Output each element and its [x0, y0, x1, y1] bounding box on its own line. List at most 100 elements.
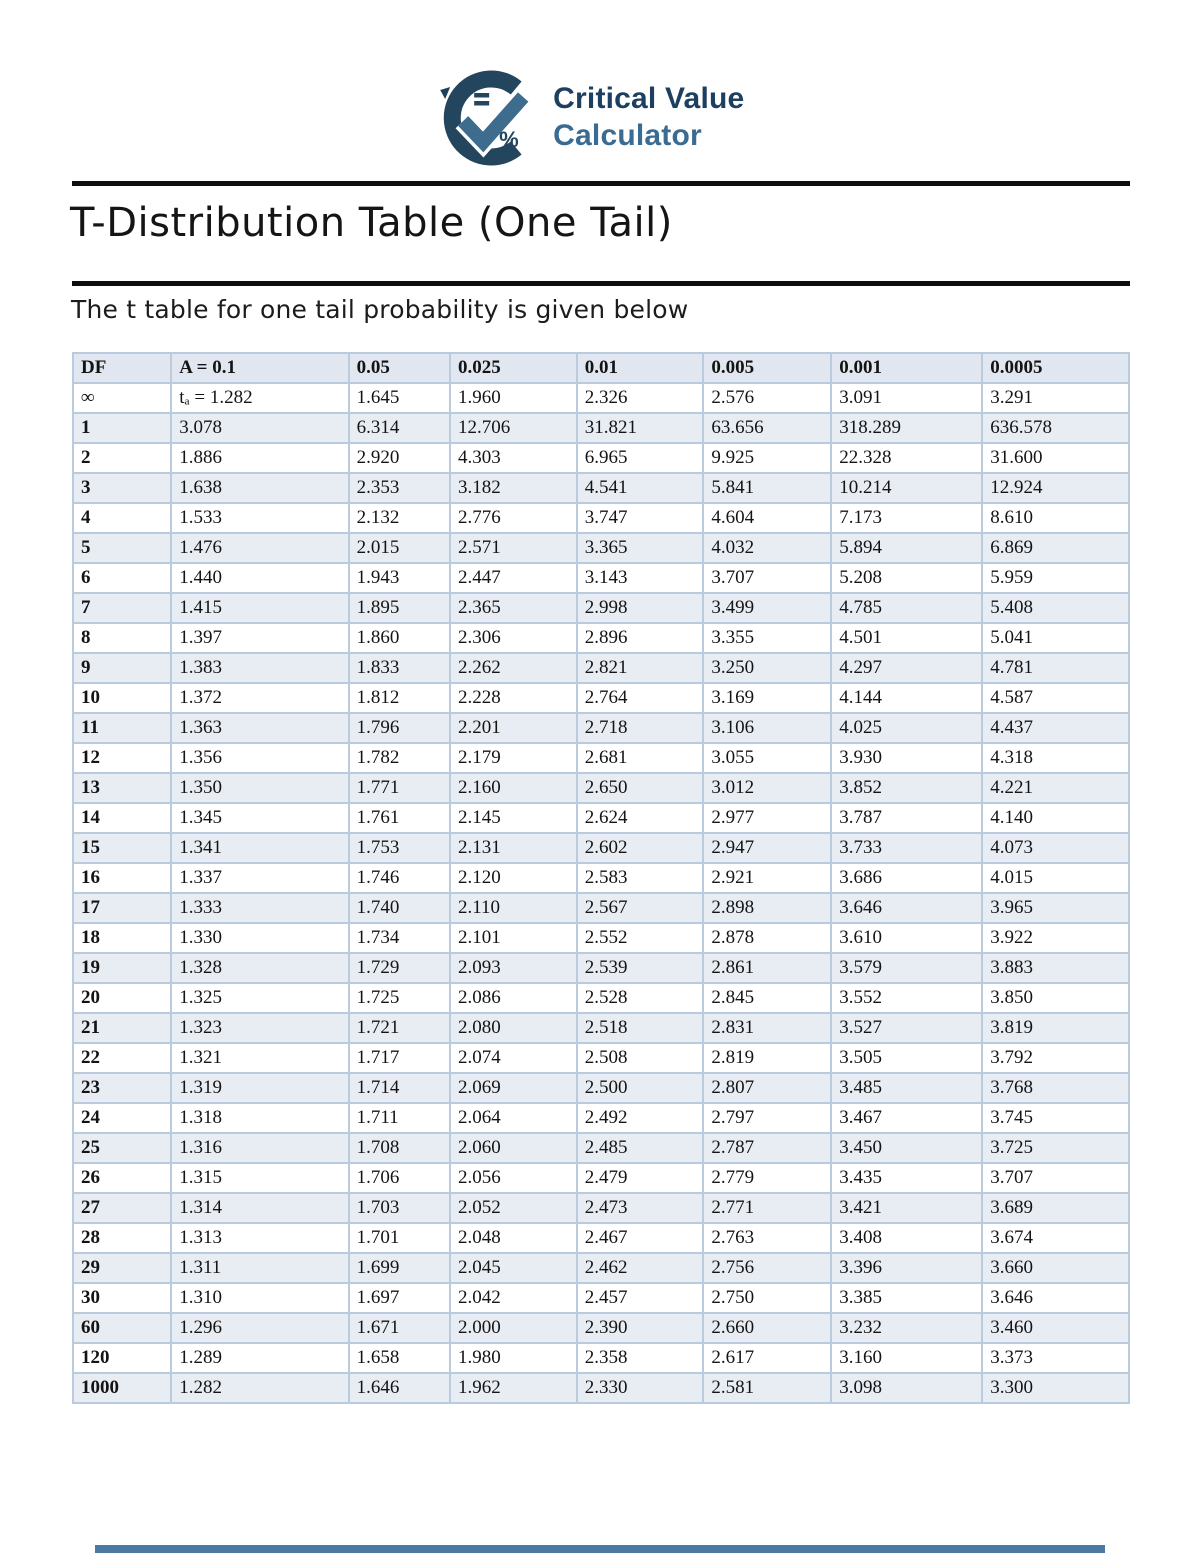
t-value-cell: 7.173	[830, 502, 984, 534]
t-value-cell: 4.015	[981, 862, 1130, 894]
t-value-cell: 2.093	[448, 952, 578, 984]
t-value-cell: 2.576	[702, 382, 833, 414]
t-value-cell: 2.528	[575, 982, 705, 1014]
table-row: ∞ tₐ = 1.282 1.645 1.960 2.326 2.576 3.091 3.29…	[71, 382, 1130, 414]
df-cell: 15	[71, 832, 173, 864]
t-value-cell: 2.069	[448, 1072, 578, 1104]
t-value-cell: 2.977	[702, 802, 833, 834]
t-value-cell: 2.000	[448, 1312, 578, 1344]
t-value-cell: 1.313	[170, 1222, 350, 1254]
t-value-cell: 3.365	[575, 532, 705, 564]
t-value-cell: 3.707	[981, 1162, 1130, 1194]
table-row: 21 1.323 1.721 2.080 2.518 2.831 3.527 3.819	[71, 1012, 1130, 1044]
df-cell: 27	[71, 1192, 173, 1224]
t-value-cell: 3.160	[830, 1342, 984, 1374]
t-value-cell: 4.303	[448, 442, 578, 474]
t-value-cell: 1.372	[170, 682, 350, 714]
t-value-cell: 1.319	[170, 1072, 350, 1104]
t-value-cell: 1.645	[347, 382, 451, 414]
t-value-cell: 4.032	[702, 532, 833, 564]
t-value-cell: 1.714	[347, 1072, 451, 1104]
t-value-cell: 5.208	[830, 562, 984, 594]
t-value-cell: 3.505	[830, 1042, 984, 1074]
column-header: A = 0.1	[170, 352, 350, 384]
t-value-cell: 2.831	[702, 1012, 833, 1044]
t-value-cell: 1.886	[170, 442, 350, 474]
t-value-cell: 2.878	[702, 922, 833, 954]
t-value-cell: 2.365	[448, 592, 578, 624]
t-value-cell: 3.460	[981, 1312, 1130, 1344]
table-row: 10 1.372 1.812 2.228 2.764 3.169 4.144 4.587	[71, 682, 1130, 714]
table-row: 11 1.363 1.796 2.201 2.718 3.106 4.025 4.437	[71, 712, 1130, 744]
t-value-cell: 2.567	[575, 892, 705, 924]
t-value-cell: 2.650	[575, 772, 705, 804]
t-value-cell: 3.527	[830, 1012, 984, 1044]
t-value-cell: 3.098	[830, 1372, 984, 1404]
t-value-cell: 1.708	[347, 1132, 451, 1164]
t-value-cell: 1.363	[170, 712, 350, 744]
checkmark-percent-logo-icon: %	[440, 70, 532, 166]
df-cell: 120	[71, 1342, 173, 1374]
t-value-cell: 3.646	[981, 1282, 1130, 1314]
column-header: DF	[71, 352, 173, 384]
t-value-cell: 9.925	[702, 442, 833, 474]
t-value-cell: 3.965	[981, 892, 1130, 924]
t-value-cell: 2.179	[448, 742, 578, 774]
t-value-cell: 1.796	[347, 712, 451, 744]
table-row: 4 1.533 2.132 2.776 3.747 4.604 7.173 8.610	[71, 502, 1130, 534]
t-value-cell: 2.764	[575, 682, 705, 714]
t-value-cell: 2.064	[448, 1102, 578, 1134]
t-value-cell: 2.845	[702, 982, 833, 1014]
t-value-cell: 2.583	[575, 862, 705, 894]
t-value-cell: 1.282	[170, 1372, 350, 1404]
t-value-cell: 1.980	[448, 1342, 578, 1374]
t-value-cell: 3.091	[830, 382, 984, 414]
df-cell: 13	[71, 772, 173, 804]
table-row: 30 1.310 1.697 2.042 2.457 2.750 3.385 3.646	[71, 1282, 1130, 1314]
t-value-cell: 1.717	[347, 1042, 451, 1074]
df-cell: ∞	[71, 382, 173, 414]
df-cell: 7	[71, 592, 173, 624]
table-row: 1000 1.282 1.646 1.962 2.330 2.581 3.098 3.300	[71, 1372, 1130, 1404]
t-value-cell: 22.328	[830, 442, 984, 474]
df-cell: 8	[71, 622, 173, 654]
t-value-cell: 3.355	[702, 622, 833, 654]
t-value-cell: 4.221	[981, 772, 1130, 804]
t-value-cell: 1.638	[170, 472, 350, 504]
df-cell: 20	[71, 982, 173, 1014]
t-value-cell: 1.350	[170, 772, 350, 804]
t-value-cell: 3.300	[981, 1372, 1130, 1404]
t-value-cell: 3.385	[830, 1282, 984, 1314]
t-value-cell: 2.779	[702, 1162, 833, 1194]
df-cell: 6	[71, 562, 173, 594]
table-row: 12 1.356 1.782 2.179 2.681 3.055 3.930 4.318	[71, 742, 1130, 774]
t-value-cell: 3.450	[830, 1132, 984, 1164]
t-value-cell: 1.703	[347, 1192, 451, 1224]
t-value-cell: 1.415	[170, 592, 350, 624]
t-value-cell: 3.012	[702, 772, 833, 804]
t-value-cell: 3.747	[575, 502, 705, 534]
t-value-cell: 2.045	[448, 1252, 578, 1284]
t-value-cell: 3.745	[981, 1102, 1130, 1134]
t-value-cell: 2.898	[702, 892, 833, 924]
t-value-cell: 2.390	[575, 1312, 705, 1344]
t-value-cell: 2.042	[448, 1282, 578, 1314]
table-row: 1 3.078 6.314 12.706 31.821 63.656 318.289 636.…	[71, 412, 1130, 444]
t-value-cell: 1.476	[170, 532, 350, 564]
t-value-cell: 5.841	[702, 472, 833, 504]
t-value-cell: 1.316	[170, 1132, 350, 1164]
df-cell: 29	[71, 1252, 173, 1284]
t-value-cell: 1.321	[170, 1042, 350, 1074]
t-value-cell: 4.785	[830, 592, 984, 624]
logo-text: Critical Value Calculator	[553, 81, 744, 154]
critical-value-calculator-logo[interactable]: % Critical Value Calculator	[437, 68, 744, 168]
df-cell: 1	[71, 412, 173, 444]
t-value-cell: 3.852	[830, 772, 984, 804]
t-value-cell: 3.467	[830, 1102, 984, 1134]
t-value-cell: 2.602	[575, 832, 705, 864]
df-cell: 22	[71, 1042, 173, 1074]
table-row: 24 1.318 1.711 2.064 2.492 2.797 3.467 3.745	[71, 1102, 1130, 1134]
t-value-cell: 4.318	[981, 742, 1130, 774]
t-value-cell: 2.776	[448, 502, 578, 534]
t-value-cell: 3.291	[981, 382, 1130, 414]
